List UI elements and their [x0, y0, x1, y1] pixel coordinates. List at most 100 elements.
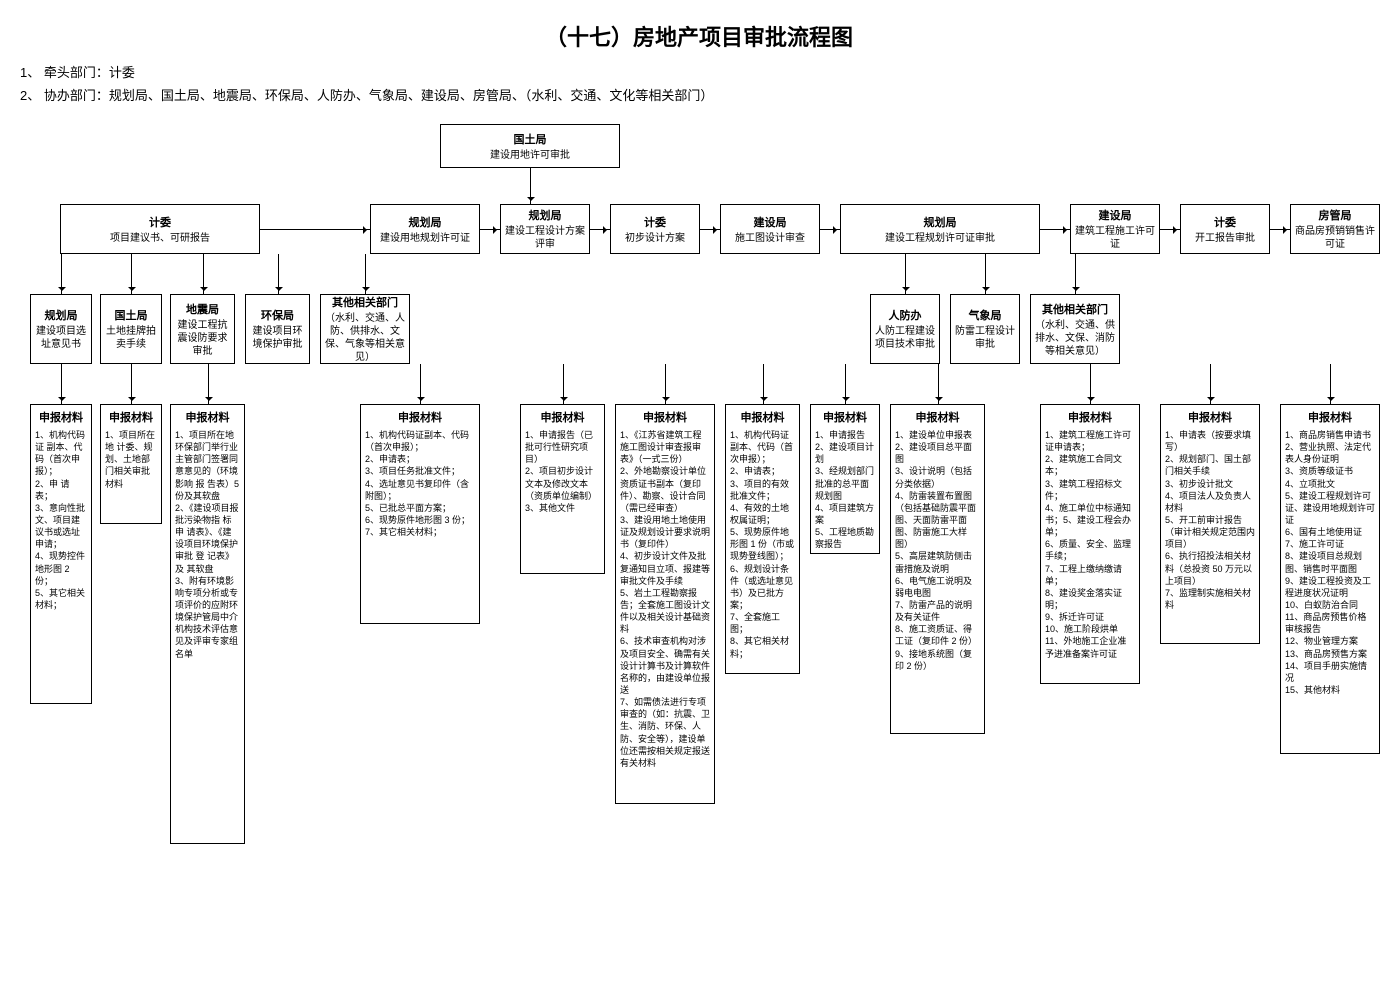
row1-node-6: 建设局建筑工程施工许可证 [1070, 204, 1160, 254]
row2-node-5-title: 人防办 [875, 307, 935, 323]
row2-node-4-content: （水利、交通、人防、供排水、文保、气象等相关意见） [325, 312, 405, 364]
arrow [820, 229, 840, 230]
arrow [1330, 364, 1331, 404]
row2-node-6-title: 气象局 [955, 307, 1015, 323]
row2-node-6-content: 防雷工程设计审批 [955, 325, 1015, 351]
materials-node-5-title: 申报材料 [620, 409, 710, 425]
row1-node-4: 建设局施工图设计审查 [720, 204, 820, 254]
row2-node-1-title: 国土局 [105, 307, 157, 323]
arrow [1040, 229, 1070, 230]
materials-node-6: 申报材料 1、机构代码证副本、代码（首次申报）； 2、申请表； 3、项目的有效批准… [725, 404, 800, 674]
row2-node-5: 人防办人防工程建设项目技术审批 [870, 294, 940, 364]
row1-node-8: 房管局商品房预销销售许可证 [1290, 204, 1380, 254]
materials-node-11-title: 申报材料 [1285, 409, 1375, 425]
row1-node-8-title: 房管局 [1295, 207, 1375, 223]
row1-node-3-title: 计委 [615, 214, 695, 230]
materials-node-9-content: 1、建筑工程施工许可证申请表； 2、建筑施工合同文本； 3、建筑工程招标文件； … [1045, 429, 1135, 660]
row2-node-0-content: 建设项目选址意见书 [35, 325, 87, 351]
row1-node-3: 计委初步设计方案 [610, 204, 700, 254]
row2-node-7-title: 其他相关部门 [1035, 301, 1115, 317]
materials-node-3: 申报材料 1、机构代码证副本、代码（首次申报）； 2、申请表； 3、项目任务批准文… [360, 404, 480, 624]
arrow [700, 229, 720, 230]
materials-node-7-title: 申报材料 [815, 409, 875, 425]
row1-node-1-content: 建设用地规划许可证 [375, 232, 475, 245]
arrow [480, 229, 500, 230]
row2-node-0: 规划局建设项目选址意见书 [30, 294, 92, 364]
arrow [61, 254, 62, 294]
row1-node-0: 计委项目建议书、可研报告 [60, 204, 260, 254]
row1-node-0-title: 计委 [65, 214, 255, 230]
arrow [278, 254, 279, 294]
row1-node-3-content: 初步设计方案 [615, 232, 695, 245]
page-title: （十七）房地产项目审批流程图 [20, 20, 1378, 52]
row1-node-1-title: 规划局 [375, 214, 475, 230]
materials-node-1-content: 1、项目所在 地 计委、规划、土地部门相关审批材料 [105, 429, 157, 490]
top-node: 国土局建设用地许可审批 [440, 124, 620, 168]
row2-node-4-title: 其他相关部门 [325, 294, 405, 310]
materials-node-5: 申报材料1、《江苏省建筑工程施工图设计审查报审表》（一式三份） 2、外地勘察设计… [615, 404, 715, 804]
row1-node-7-content: 开工报告审批 [1185, 232, 1265, 245]
materials-node-4-title: 申报材料 [525, 409, 600, 425]
row1-node-5-title: 规划局 [845, 214, 1035, 230]
materials-node-4: 申报材料 1、申请报告（已批可行性研究项目） 2、项目初步设计文本及修改文本（资质… [520, 404, 605, 574]
arrow [61, 364, 62, 404]
materials-node-2-content: 1、项目所在地环保部门举行业主管部门签署同意意见的（环境影响 报 告表）5 份及… [175, 429, 240, 660]
arrow [590, 229, 610, 230]
materials-node-0: 申报材料1、机构代码 证 副本、代码（首次申报）； 2、申 请表； 3、意向性批… [30, 404, 92, 704]
arrow [985, 254, 986, 294]
arrow [131, 254, 132, 294]
arrow [203, 254, 204, 294]
materials-node-6-title: 申报材料 [730, 409, 795, 425]
row1-node-4-title: 建设局 [725, 214, 815, 230]
top-node-content: 建设用地许可审批 [445, 149, 615, 162]
row2-node-0-title: 规划局 [35, 307, 87, 323]
materials-node-1-title: 申报材料 [105, 409, 157, 425]
header-info: 1、 牵头部门：计委 2、 协办部门：规划局、国土局、地震局、环保局、人防办、气… [20, 62, 1378, 104]
arrow [1210, 364, 1211, 404]
materials-node-2: 申报材料 1、项目所在地环保部门举行业主管部门签署同意意见的（环境影响 报 告表）… [170, 404, 245, 844]
materials-node-8: 申报材料1、建设单位申报表 2、建设项目总平面图 3、设计说明（包括分类依据） … [890, 404, 985, 734]
row1-node-5-content: 建设工程规划许可证审批 [845, 232, 1035, 245]
arrow [845, 364, 846, 404]
row2-node-4: 其他相关部门 （水利、交通、人防、供排水、文保、气象等相关意见） [320, 294, 410, 364]
row2-node-2: 地震局建设工程抗震设防要求审批 [170, 294, 235, 364]
materials-node-3-title: 申报材料 [365, 409, 475, 425]
row2-node-3: 环保局建设项目环境保护审批 [245, 294, 310, 364]
arrow [365, 254, 366, 294]
assist-dept: 2、 协办部门：规划局、国土局、地震局、环保局、人防办、气象局、建设局、房管局、… [20, 85, 1378, 104]
row1-node-0-content: 项目建议书、可研报告 [65, 232, 255, 245]
materials-node-3-content: 1、机构代码证副本、代码（首次申报）； 2、申请表； 3、项目任务批准文件； 4… [365, 429, 475, 538]
arrow [938, 364, 939, 404]
arrow [131, 364, 132, 404]
row1-node-8-content: 商品房预销销售许可证 [1295, 225, 1375, 251]
materials-node-11-content: 1、商品房销售申请书 2、营业执照、法定代表人身份证明 3、资质等级证书 4、立… [1285, 429, 1375, 696]
materials-node-10-title: 申报材料 [1165, 409, 1255, 425]
materials-node-1: 申报材料 1、项目所在 地 计委、规划、土地部门相关审批材料 [100, 404, 162, 524]
materials-node-0-title: 申报材料 [35, 409, 87, 425]
arrow [1090, 364, 1091, 404]
arrow [905, 254, 906, 294]
arrow [1075, 254, 1076, 294]
row2-node-5-content: 人防工程建设项目技术审批 [875, 325, 935, 351]
row2-node-7: 其他相关部门（水利、交通、供排水、文保、消防等相关意见） [1030, 294, 1120, 364]
arrow [563, 364, 564, 404]
row1-node-1: 规划局建设用地规划许可证 [370, 204, 480, 254]
row2-node-2-content: 建设工程抗震设防要求审批 [175, 319, 230, 358]
row2-node-1: 国土局土地挂牌拍卖手续 [100, 294, 162, 364]
row2-node-3-content: 建设项目环境保护审批 [250, 325, 305, 351]
materials-node-7-content: 1、申请报告 2、建设项目计划 3、经规划部门批准的总平面规划图 4、项目建筑方… [815, 429, 875, 550]
materials-node-9-title: 申报材料 [1045, 409, 1135, 425]
materials-node-10: 申报材料 1、申请表（按要求填写） 2、规划部门、国土部门相关手续 3、初步设计批… [1160, 404, 1260, 644]
arrow [1270, 229, 1290, 230]
row1-node-6-title: 建设局 [1075, 207, 1155, 223]
materials-node-6-content: 1、机构代码证副本、代码（首次申报）； 2、申请表； 3、项目的有效批准文件； … [730, 429, 795, 660]
arrow [530, 168, 531, 204]
materials-node-2-title: 申报材料 [175, 409, 240, 425]
row1-node-6-content: 建筑工程施工许可证 [1075, 225, 1155, 251]
materials-node-4-content: 1、申请报告（已批可行性研究项目） 2、项目初步设计文本及修改文本（资质单位编制… [525, 429, 600, 514]
row2-node-6: 气象局防雷工程设计审批 [950, 294, 1020, 364]
row1-node-2-title: 规划局 [505, 207, 585, 223]
row1-node-7: 计委开工报告审批 [1180, 204, 1270, 254]
materials-node-10-content: 1、申请表（按要求填写） 2、规划部门、国土部门相关手续 3、初步设计批文 4、… [1165, 429, 1255, 611]
lead-dept: 1、 牵头部门：计委 [20, 62, 1378, 81]
